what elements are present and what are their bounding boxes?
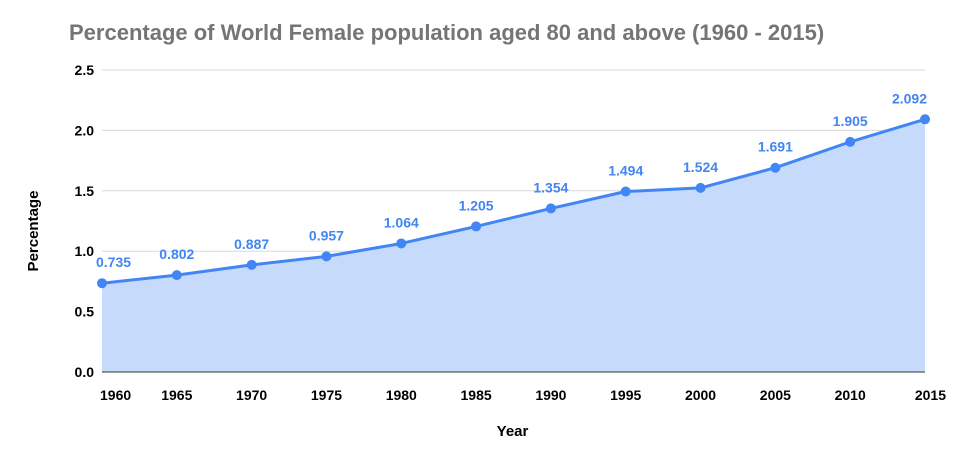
y-tick-label: 1.0 xyxy=(75,243,95,259)
data-point xyxy=(471,221,482,232)
data-point xyxy=(695,182,706,193)
x-tick-label: 2000 xyxy=(685,387,716,403)
data-label: 0.887 xyxy=(234,236,269,252)
x-tick-label: 1975 xyxy=(311,387,342,403)
data-label: 1.905 xyxy=(833,113,868,129)
x-tick-label: 1980 xyxy=(386,387,417,403)
x-tick-label: 2005 xyxy=(760,387,791,403)
y-tick-label: 0.0 xyxy=(75,364,95,380)
x-tick-label: 1970 xyxy=(236,387,267,403)
y-tick-label: 2.0 xyxy=(75,122,95,138)
data-point xyxy=(545,203,556,214)
x-tick-label: 1960 xyxy=(100,387,131,403)
y-tick-label: 0.5 xyxy=(75,304,95,320)
data-label: 1.691 xyxy=(758,139,793,155)
x-tick-label: 2015 xyxy=(915,387,946,403)
x-tick-label: 1990 xyxy=(535,387,566,403)
x-axis-title: Year xyxy=(497,423,529,440)
data-label: 0.957 xyxy=(309,227,344,243)
data-point xyxy=(246,259,257,270)
data-point xyxy=(620,186,631,197)
data-point xyxy=(770,162,781,173)
series-line xyxy=(101,117,926,285)
data-label: 1.205 xyxy=(459,197,494,213)
data-point xyxy=(920,114,930,125)
data-label: 2.092 xyxy=(892,90,927,106)
data-label: 1.354 xyxy=(533,179,568,195)
y-tick-label: 2.5 xyxy=(75,62,95,78)
y-axis-title: Percentage xyxy=(25,191,42,272)
x-tick-label: 2010 xyxy=(835,387,866,403)
data-label: 0.802 xyxy=(159,246,194,262)
x-tick-label: 1995 xyxy=(610,387,641,403)
data-point xyxy=(396,238,407,249)
data-points xyxy=(97,114,930,289)
data-point xyxy=(97,278,107,289)
area-fill xyxy=(102,119,925,372)
data-point xyxy=(171,270,182,281)
data-point xyxy=(321,251,332,262)
data-label: 0.735 xyxy=(96,254,131,270)
x-tick-labels: 1960 1965 1970 1975 1980 1985 1990 1995 2000 2005… xyxy=(100,387,946,403)
y-tick-labels: 0.0 0.5 1.0 1.5 2.0 2.5 xyxy=(75,62,95,380)
chart-title: Percentage of World Female population ag… xyxy=(69,20,825,45)
data-labels: 0.735 0.802 0.887 0.957 1.064 1.205 1.354 1.494… xyxy=(96,90,927,270)
x-tick-label: 1985 xyxy=(461,387,492,403)
data-label: 1.494 xyxy=(608,163,643,179)
data-point xyxy=(845,136,856,147)
x-tick-label: 1965 xyxy=(161,387,192,403)
y-tick-label: 1.5 xyxy=(75,183,95,199)
data-label: 1.524 xyxy=(683,159,718,175)
data-label: 1.064 xyxy=(384,214,419,230)
